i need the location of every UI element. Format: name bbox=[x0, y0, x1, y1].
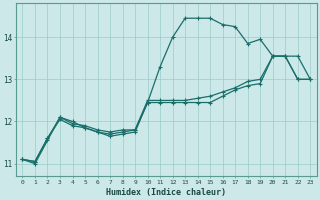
X-axis label: Humidex (Indice chaleur): Humidex (Indice chaleur) bbox=[106, 188, 226, 197]
